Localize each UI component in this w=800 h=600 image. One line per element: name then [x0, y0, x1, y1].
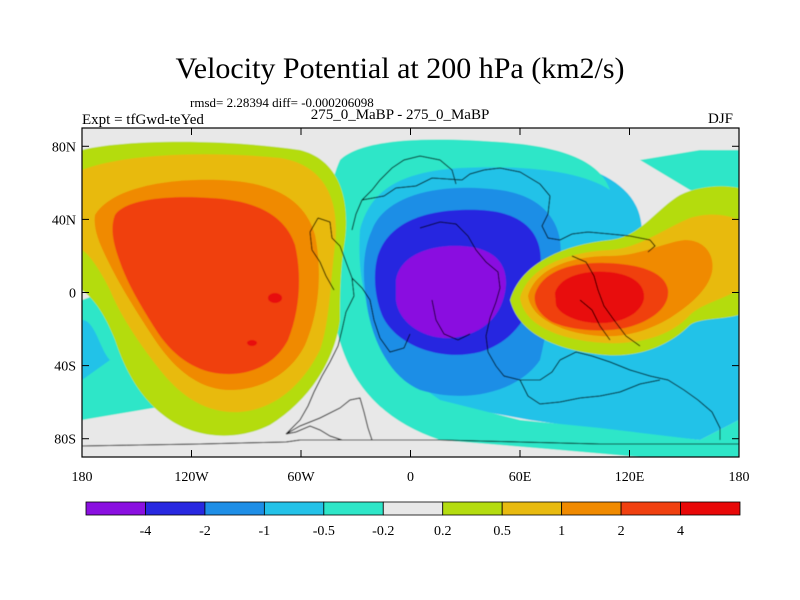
colorbar-label: -0.2: [372, 524, 394, 539]
stats-label: rmsd= 2.28394 diff= -0.000206098: [190, 95, 374, 110]
colorbar-label: 0.5: [493, 524, 511, 539]
colorbar-label: 0.2: [434, 524, 452, 539]
colorbar-swatch: [620, 501, 681, 516]
contour-red-spot-2: [247, 340, 257, 346]
contour-aqua-east: [326, 139, 739, 457]
colorbar: -4 -2 -1 -0.5 -0.2 0.2 0.5 1 2 4: [85, 501, 741, 539]
contour-field: [82, 128, 739, 457]
colorbar-swatch: [680, 501, 741, 516]
colorbar-swatch: [501, 501, 563, 516]
contour-redorange-west: [112, 197, 300, 375]
x-tick-label: 60E: [509, 470, 532, 485]
y-tick-label: 40S: [54, 360, 76, 375]
coastlines: [82, 155, 739, 447]
colorbar-swatch: [382, 501, 444, 516]
coastline-greenland: [361, 155, 457, 201]
chart-title: Velocity Potential at 200 hPa (km2/s): [175, 52, 625, 85]
y-tick-label: 80S: [54, 433, 76, 448]
contour-red-east: [555, 271, 645, 324]
coastline-asia-maritime: [559, 255, 721, 440]
comparison-label: 275_0_MaBP - 275_0_MaBP: [310, 107, 490, 123]
colorbar-swatch: [145, 501, 206, 516]
colorbar-label: 2: [618, 524, 625, 539]
colorbar-label: -4: [140, 524, 152, 539]
coastline-africa-eurasia: [351, 167, 656, 381]
colorbar-label: 1: [558, 524, 565, 539]
x-tick-label: 120W: [174, 470, 209, 485]
x-tick-label: 120E: [615, 470, 645, 485]
x-axis: 180 120W 60W 0 60E 120E 180: [72, 128, 750, 485]
colorbar-swatch: [442, 501, 503, 516]
experiment-label: Expt = tfGwd-teYed: [82, 112, 204, 128]
coastline-antarctic-peninsula: [285, 397, 373, 441]
colorbar-label: -0.5: [313, 524, 335, 539]
coastline-americas: [285, 217, 411, 441]
x-tick-label: 0: [407, 470, 414, 485]
x-tick-label: 180: [72, 470, 93, 485]
colorbar-label: -1: [259, 524, 271, 539]
contour-purple: [396, 245, 506, 339]
colorbar-label: -2: [199, 524, 211, 539]
colorbar-swatch: [204, 501, 265, 516]
contour-red-spot-1: [268, 293, 282, 303]
colorbar-swatch: [85, 501, 146, 516]
x-tick-label: 180: [729, 470, 750, 485]
contour-cyan-west: [82, 320, 110, 380]
season-label: DJF: [708, 111, 734, 127]
colorbar-swatch: [323, 501, 384, 516]
y-tick-label: 40N: [52, 213, 76, 228]
colorbar-swatch: [561, 501, 622, 516]
y-tick-label: 0: [69, 287, 76, 302]
colorbar-label: 4: [677, 524, 684, 539]
coastline-australia: [519, 379, 661, 405]
colorbar-swatch: [263, 501, 325, 516]
coastline-antarctica: [82, 439, 739, 447]
y-axis: 80N 40N 0 40S 80S: [52, 140, 739, 448]
x-tick-label: 60W: [287, 470, 315, 485]
y-tick-label: 80N: [52, 140, 76, 155]
